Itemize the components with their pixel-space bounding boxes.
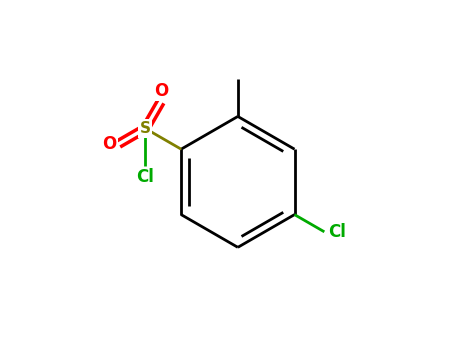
- Text: Cl: Cl: [328, 223, 346, 241]
- Text: O: O: [154, 82, 168, 100]
- Text: O: O: [102, 135, 117, 153]
- Text: Cl: Cl: [136, 168, 154, 186]
- Text: S: S: [140, 121, 151, 136]
